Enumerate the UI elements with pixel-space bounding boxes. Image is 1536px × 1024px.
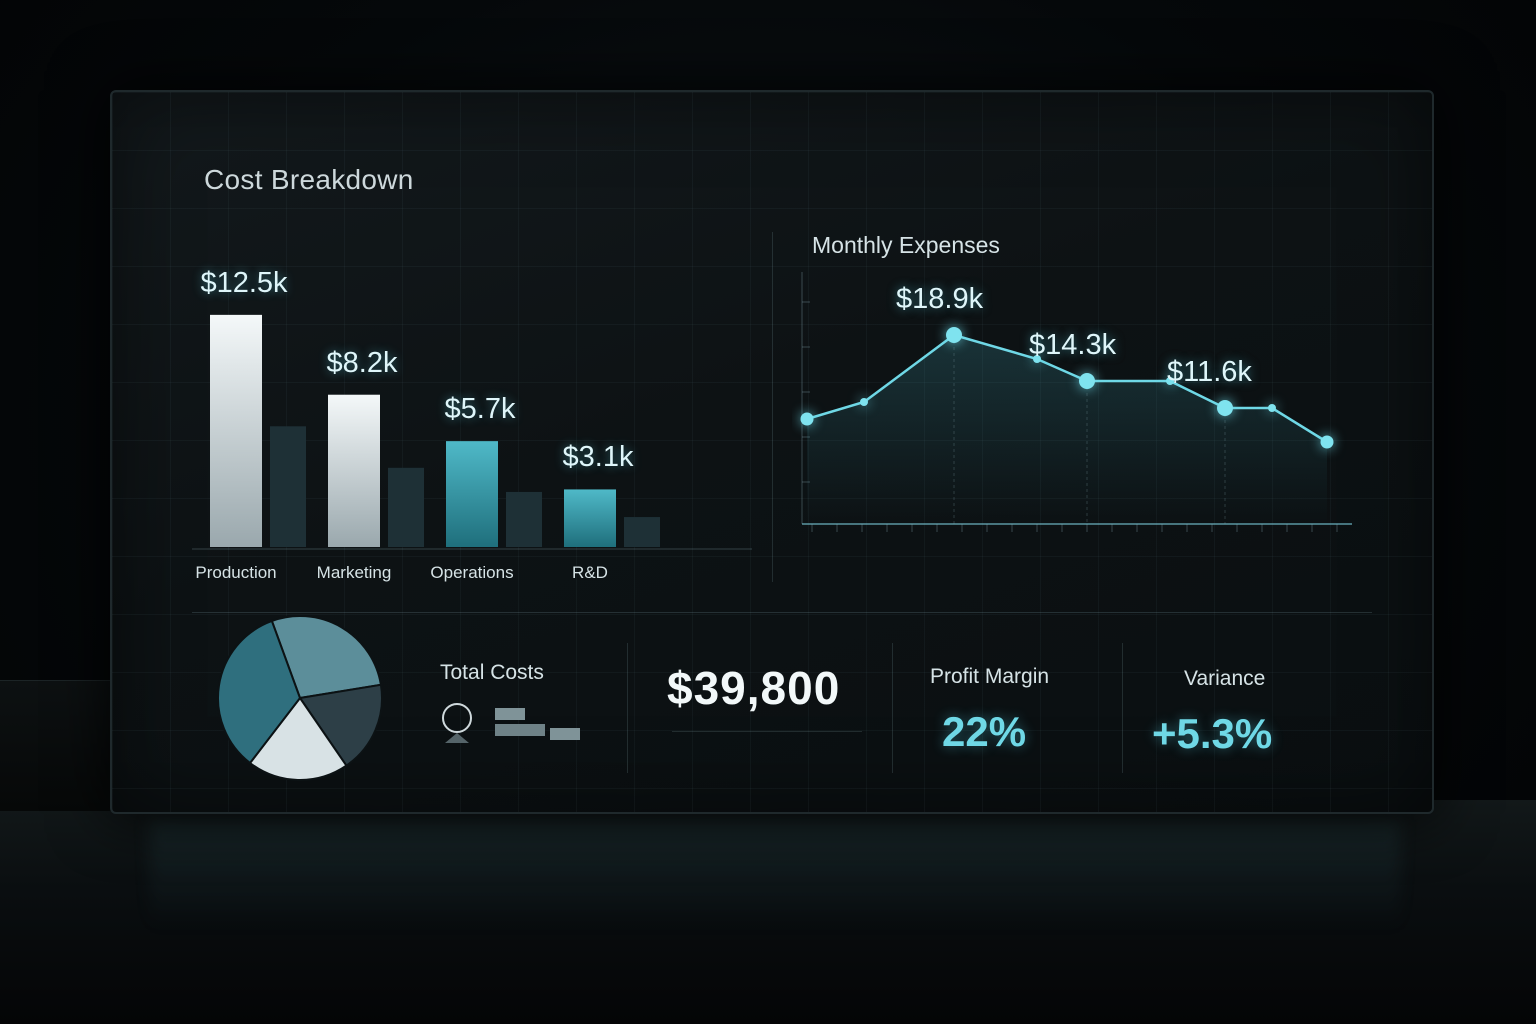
bar-shadow — [388, 467, 424, 547]
profit-margin-value: 22% — [942, 708, 1027, 755]
stat-divider-2 — [892, 643, 893, 773]
pie-slice[interactable] — [248, 696, 348, 781]
pie-slice[interactable] — [217, 619, 302, 765]
line-point[interactable] — [1217, 400, 1233, 416]
pie-slice[interactable] — [270, 615, 383, 700]
line-point[interactable] — [800, 412, 814, 426]
line-area — [807, 335, 1327, 524]
stats-panel: Total Costs $39,800 Profit Margin 22% Va… — [192, 612, 1372, 783]
desk-surface — [0, 800, 1536, 1024]
bar-marketing[interactable] — [328, 394, 380, 547]
bar-shadow — [270, 426, 306, 547]
total-costs-value: $39,800 — [667, 662, 841, 714]
cost-pie-chart — [217, 615, 383, 781]
bar-value-label: $8.2k — [326, 346, 398, 379]
line-point[interactable] — [1268, 404, 1276, 412]
bar-chart-svg — [192, 314, 752, 550]
bar-value-label: $5.7k — [444, 393, 516, 426]
cost-bar-chart — [192, 252, 752, 552]
line-chart-title: Monthly Expenses — [812, 232, 1000, 258]
stat-divider-1 — [627, 643, 628, 773]
variance-label: Variance — [1184, 667, 1266, 690]
line-chart-svg — [800, 272, 1352, 532]
line-point[interactable] — [946, 327, 962, 343]
line-point[interactable] — [1079, 373, 1095, 389]
bar-category-label: Operations — [430, 563, 514, 582]
total-costs-underline — [672, 731, 862, 732]
total-costs-icon — [442, 703, 580, 743]
total-costs-label: Total Costs — [440, 661, 544, 684]
bar-category-label: Marketing — [316, 563, 392, 582]
bar-value-label: $3.1k — [562, 441, 634, 474]
line-value-label: $14.3k — [1029, 329, 1117, 361]
bar-value-label: $12.5k — [200, 266, 288, 299]
dashboard-title: Cost Breakdown — [204, 164, 414, 195]
bar-rd[interactable] — [564, 489, 616, 547]
line-point[interactable] — [1320, 435, 1334, 449]
variance-value: +5.3% — [1152, 710, 1273, 757]
pie-slice[interactable] — [298, 683, 383, 768]
stat-divider-3 — [1122, 643, 1123, 773]
bar-shadow — [506, 491, 542, 547]
bar-category-label: Production — [195, 563, 277, 582]
chart-divider — [772, 232, 773, 582]
bar-category-label: R&D — [572, 563, 608, 582]
profit-margin-label: Profit Margin — [930, 665, 1050, 688]
monitor-screen: Cost Breakdown Monthly Expenses Total Co… — [110, 90, 1434, 814]
desk-reflection — [150, 820, 1400, 930]
line-point[interactable] — [860, 398, 868, 406]
line-value-label: $11.6k — [1167, 356, 1252, 388]
line-point[interactable] — [1033, 355, 1041, 363]
line-value-label: $18.9k — [896, 283, 984, 315]
bar-shadow — [624, 517, 660, 547]
line-point[interactable] — [1166, 377, 1174, 385]
bar-production[interactable] — [210, 314, 262, 547]
bar-operations[interactable] — [446, 441, 498, 547]
